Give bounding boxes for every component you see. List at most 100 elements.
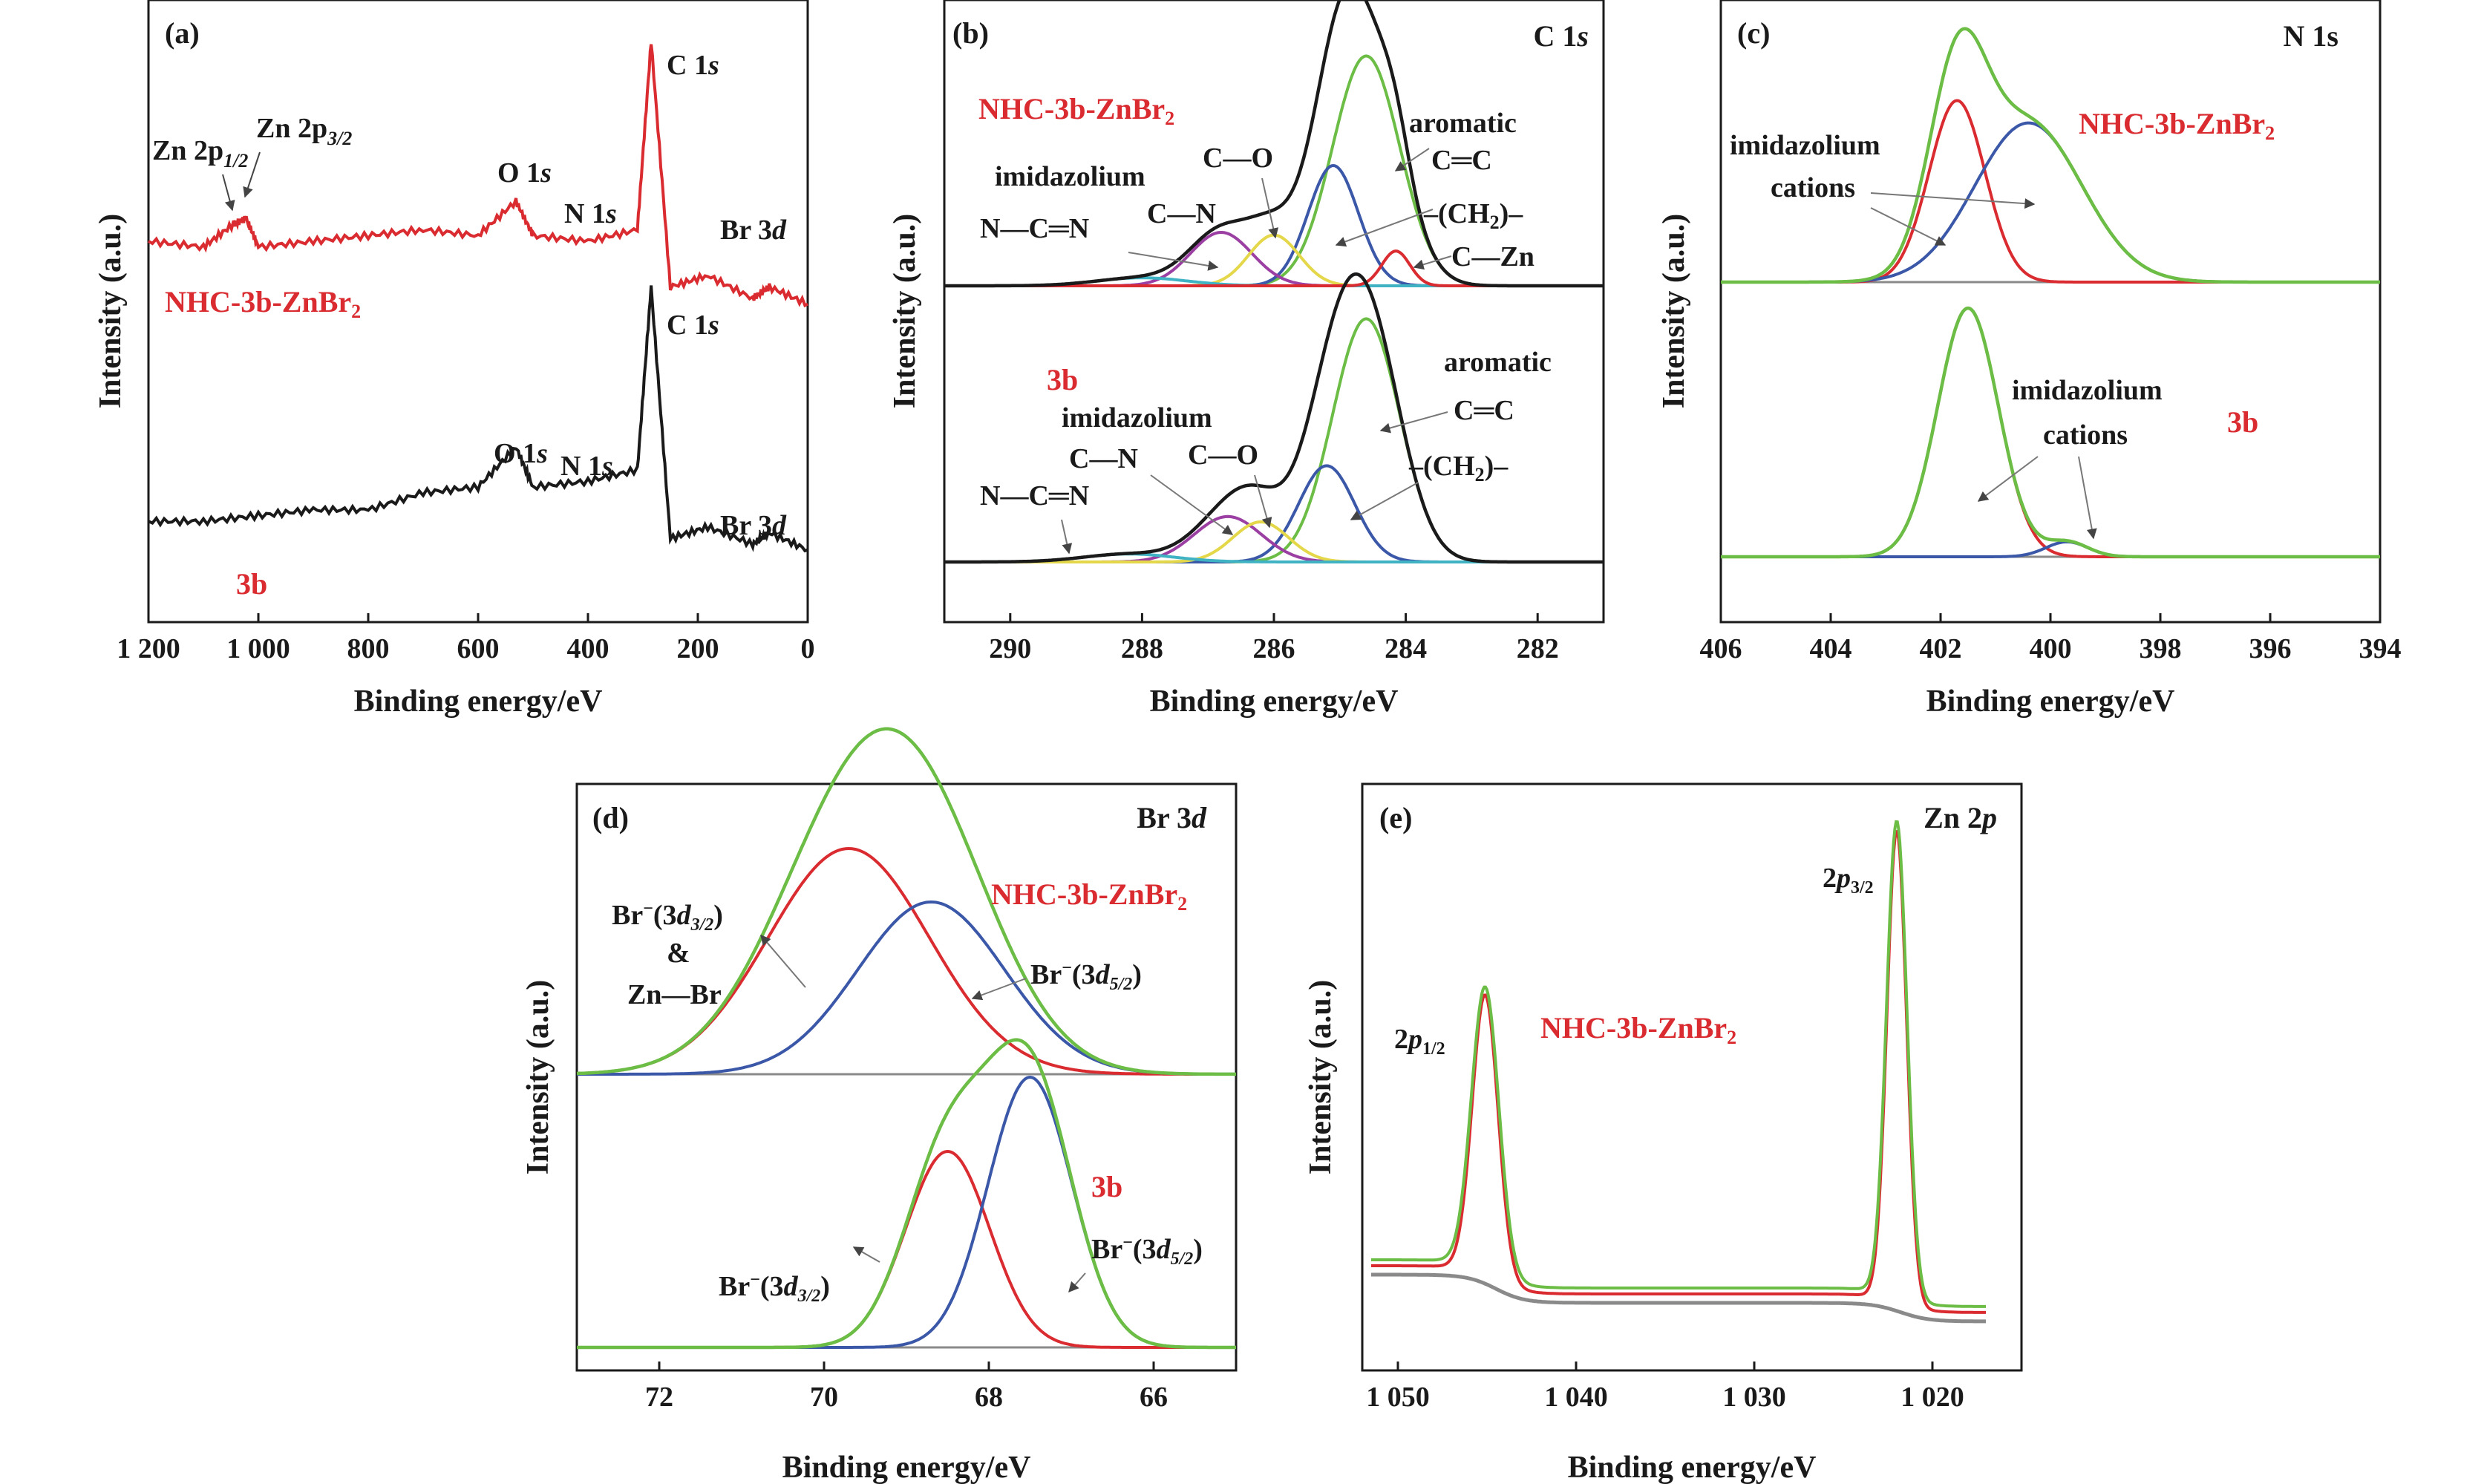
b-cc-top: C═C — [1431, 145, 1492, 176]
c1s-top-label: C 1s — [667, 50, 719, 81]
c1s-bot-label: C 1s — [667, 310, 719, 341]
sample-label-nhc-d: NHC-3b-ZnBr2 — [991, 877, 1187, 915]
panel-d: 72 70 68 66 (d) Br 3d NHC-3b-ZnBr2 Br−(3d3/… — [521, 727, 1238, 1484]
x-tick-label: 600 — [457, 633, 500, 664]
envelope-curve — [1721, 306, 2380, 559]
b-cc-bot: C═C — [1454, 395, 1514, 426]
b-arom-bot: aromatic — [1444, 347, 1552, 378]
o1s-top-label: O 1s — [497, 157, 552, 189]
d-br32-top: Br−(3d3/2) — [612, 899, 723, 935]
b-cn-top: C—N — [1147, 198, 1216, 229]
panel-c-region: N 1s — [2284, 19, 2338, 53]
b-co-top: C—O — [1203, 143, 1273, 174]
x-tick-label: 200 — [677, 633, 719, 664]
x-tick-label: 72 — [645, 1382, 673, 1413]
x-tick-label: 406 — [1700, 633, 1742, 664]
x-tick-label: 398 — [2140, 633, 2182, 664]
d-br52-top: Br−(3d5/2) — [1030, 958, 1142, 994]
b-arrow-10 — [1061, 519, 1073, 555]
panel-c-ticks: 406 404 402 400 398 396 394 — [1700, 613, 2402, 664]
x-tick-label: 1 000 — [226, 633, 290, 664]
b-ncn-bot: N—C═N — [980, 480, 1089, 511]
panel-a-plot — [148, 44, 808, 553]
panel-b-label: (b) — [952, 16, 989, 50]
x-tick-label: 1 200 — [117, 633, 180, 664]
envelope-curve — [577, 1038, 1236, 1350]
x-tick-label: 400 — [2030, 633, 2072, 664]
n1s-bot-label: N 1s — [560, 451, 613, 482]
c-arrow-2 — [1870, 207, 1947, 246]
envelope-curve — [944, 0, 1604, 288]
panel-e-region: Zn 2p — [1924, 801, 1997, 834]
x-tick-label: 1 030 — [1722, 1382, 1786, 1413]
d-amp: & — [667, 938, 690, 969]
d-arrow-3 — [852, 1246, 880, 1263]
b-arrow-3 — [1394, 148, 1430, 171]
sample-label-3b-d: 3b — [1091, 1170, 1122, 1203]
sample-label-3b-a: 3b — [236, 567, 267, 601]
panel-c: 406 404 402 400 398 396 394 (c) N 1s NHC-3b-Zn… — [1657, 0, 2402, 719]
b-cn-bot: C—N — [1069, 443, 1138, 474]
b-arrow-5 — [1413, 255, 1452, 270]
panel-e-ticks: 1 050 1 040 1 030 1 020 — [1366, 1362, 1964, 1413]
x-tick-label: 284 — [1385, 633, 1427, 664]
x-tick-label: 396 — [2249, 633, 2292, 664]
br3d-bot-label: Br 3d — [720, 510, 787, 541]
panel-d-label: (d) — [592, 801, 629, 834]
panel-a-ticks: 1 200 1 000 800 600 400 200 0 — [117, 613, 815, 664]
n1s-top-label: N 1s — [564, 198, 617, 229]
panel-c-ylabel: Intensity (a.u.) — [1657, 214, 1691, 409]
zn-2p32-arrow — [243, 151, 261, 198]
d-znbr: Zn—Br — [627, 979, 722, 1010]
b-ch2-bot: –(CH2)– — [1408, 451, 1509, 486]
b-arrow-8 — [1379, 411, 1448, 434]
d-arrow-2 — [971, 978, 1027, 1001]
b-arrow-4 — [1335, 209, 1434, 247]
sample-label-nhc-e: NHC-3b-ZnBr2 — [1540, 1011, 1736, 1048]
panel-c-label: (c) — [1737, 16, 1770, 50]
e-p12: 2p1/2 — [1394, 1024, 1445, 1059]
panel-a-xlabel: Binding energy/eV — [354, 684, 603, 719]
br3d-top-label: Br 3d — [720, 215, 787, 246]
panel-d-ticks: 72 70 68 66 — [645, 1362, 1168, 1413]
panel-b-ylabel: Intensity (a.u.) — [888, 214, 922, 409]
e-p32: 2p3/2 — [1823, 863, 1874, 898]
panel-c-frame — [1719, 0, 2382, 624]
x-tick-label: 400 — [567, 633, 609, 664]
b-arrow-6 — [1150, 474, 1234, 535]
panel-e: 1 050 1 040 1 030 1 020 (e) Zn 2p 2p3/2 2p1… — [1304, 782, 2023, 1484]
sample-label-nhc-c: NHC-3b-ZnBr2 — [2079, 107, 2275, 144]
d-br32-bot: Br−(3d3/2) — [719, 1270, 830, 1306]
c-imid-top: imidazolium — [1730, 130, 1880, 161]
zn-2p12-label: Zn 2p1/2 — [152, 135, 248, 171]
sample-label-3b-b: 3b — [1047, 363, 1078, 396]
panel-a-label: (a) — [165, 16, 200, 50]
d-arrow-1 — [760, 934, 806, 988]
panel-e-label: (e) — [1379, 801, 1412, 834]
panel-e-frame — [1361, 782, 2023, 1372]
x-tick-label: 288 — [1121, 633, 1163, 664]
b-imid-bot: imidazolium — [1062, 402, 1212, 434]
b-arrow-2 — [1261, 177, 1279, 239]
survey-spectrum — [148, 285, 808, 553]
c-arrow-1 — [1870, 192, 2036, 209]
panel-c-plot — [1721, 27, 2380, 559]
panel-e-ylabel: Intensity (a.u.) — [1304, 980, 1338, 1175]
zn-fit-curve — [1371, 829, 1986, 1314]
b-czn-top: C—Zn — [1451, 241, 1534, 272]
component-peak — [577, 1075, 1236, 1349]
o1s-bot-label: O 1s — [494, 438, 548, 469]
zn-envelope-curve — [1371, 820, 1986, 1308]
background-curve — [1371, 1272, 1986, 1324]
b-ncn-top: N—C═N — [980, 213, 1089, 244]
panel-d-region: Br 3d — [1137, 801, 1207, 834]
x-tick-label: 394 — [2359, 633, 2402, 664]
x-tick-label: 290 — [989, 633, 1031, 664]
x-tick-label: 1 040 — [1544, 1382, 1608, 1413]
x-tick-label: 1 020 — [1900, 1382, 1964, 1413]
x-tick-label: 68 — [975, 1382, 1003, 1413]
survey-spectrum — [148, 44, 808, 308]
d-br52-bot: Br−(3d5/2) — [1091, 1233, 1203, 1269]
sample-label-nhc-b: NHC-3b-ZnBr2 — [978, 92, 1174, 129]
panel-b-xlabel: Binding energy/eV — [1150, 684, 1399, 719]
